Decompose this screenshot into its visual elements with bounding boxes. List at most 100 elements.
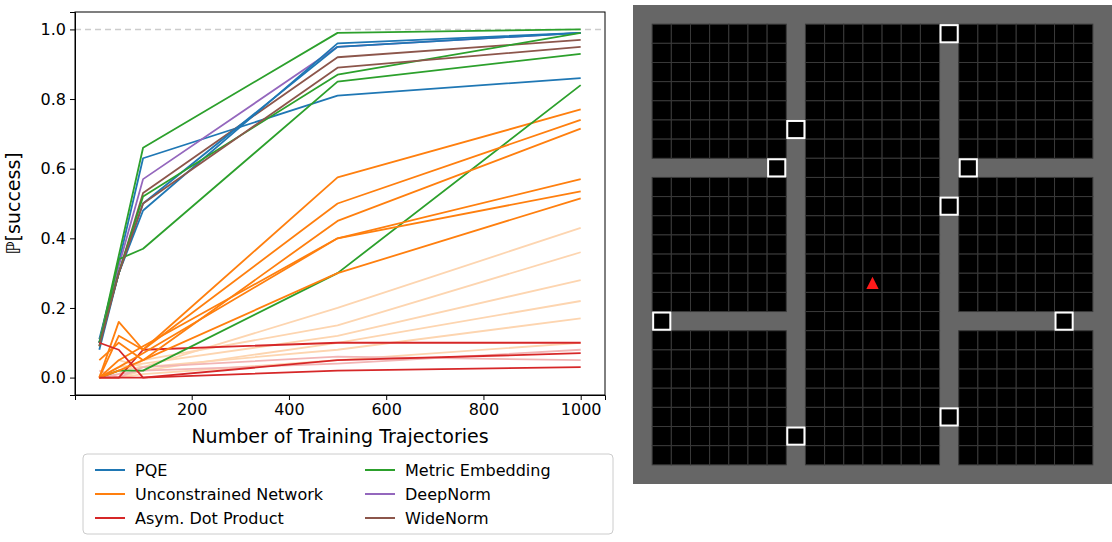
cell xyxy=(825,254,844,273)
cell xyxy=(997,254,1016,273)
cell xyxy=(805,139,824,158)
cell xyxy=(882,292,901,311)
x-tick: 800 xyxy=(469,395,500,419)
cell xyxy=(652,369,671,388)
cell xyxy=(1016,407,1035,426)
x-tick-label: 600 xyxy=(371,400,402,419)
y-tick: 0.8 xyxy=(41,90,75,109)
cell xyxy=(825,139,844,158)
series-line xyxy=(99,367,580,377)
cell xyxy=(920,101,939,120)
room xyxy=(805,24,939,465)
cell xyxy=(805,197,824,216)
cell xyxy=(1055,235,1074,254)
cell xyxy=(652,427,671,446)
cell xyxy=(882,331,901,350)
cell xyxy=(997,177,1016,196)
cell xyxy=(805,120,824,139)
cell xyxy=(729,216,748,235)
cell xyxy=(825,407,844,426)
x-tick-label: 400 xyxy=(274,400,305,419)
cell xyxy=(1055,43,1074,62)
cell xyxy=(671,43,690,62)
cell xyxy=(1016,292,1035,311)
cell xyxy=(978,292,997,311)
cell xyxy=(767,82,786,101)
cell xyxy=(767,120,786,139)
cell xyxy=(920,158,939,177)
cell xyxy=(882,427,901,446)
cell xyxy=(901,350,920,369)
cell xyxy=(1016,446,1035,465)
cell xyxy=(920,407,939,426)
x-tick-label: 200 xyxy=(177,400,208,419)
cell xyxy=(920,120,939,139)
y-tick-label: 1.0 xyxy=(41,20,66,39)
cell xyxy=(1074,197,1093,216)
cell xyxy=(690,292,709,311)
cell xyxy=(844,312,863,331)
legend-swatch xyxy=(365,493,395,495)
cell xyxy=(920,235,939,254)
cell xyxy=(1035,139,1054,158)
cell xyxy=(767,62,786,81)
cell xyxy=(1035,235,1054,254)
cell xyxy=(1016,388,1035,407)
cell xyxy=(652,292,671,311)
cell xyxy=(1074,24,1093,43)
y-tick-mark xyxy=(70,169,75,170)
cell xyxy=(863,292,882,311)
cell xyxy=(978,62,997,81)
cell xyxy=(652,446,671,465)
cell xyxy=(652,407,671,426)
cell xyxy=(710,197,729,216)
cell xyxy=(690,369,709,388)
legend-label: Asym. Dot Product xyxy=(135,509,284,528)
cell xyxy=(652,197,671,216)
cell xyxy=(997,350,1016,369)
cell xyxy=(652,331,671,350)
cell xyxy=(901,43,920,62)
cell xyxy=(748,120,767,139)
cell xyxy=(863,43,882,62)
cell xyxy=(997,24,1016,43)
cell xyxy=(882,177,901,196)
cell xyxy=(748,101,767,120)
cell xyxy=(959,273,978,292)
cell xyxy=(729,350,748,369)
cell xyxy=(882,254,901,273)
cell xyxy=(825,273,844,292)
cell xyxy=(1074,216,1093,235)
cell xyxy=(729,177,748,196)
cell xyxy=(1055,331,1074,350)
cell xyxy=(959,197,978,216)
cell xyxy=(1016,235,1035,254)
cell xyxy=(1055,82,1074,101)
cell xyxy=(1035,216,1054,235)
cell xyxy=(959,350,978,369)
cell xyxy=(1055,407,1074,426)
cell xyxy=(997,427,1016,446)
gridworld xyxy=(633,5,1112,484)
cell xyxy=(1035,292,1054,311)
cell xyxy=(882,312,901,331)
y-tick-label: 0.8 xyxy=(41,90,66,109)
cell xyxy=(920,312,939,331)
cell xyxy=(690,120,709,139)
cell xyxy=(1016,139,1035,158)
cell xyxy=(997,43,1016,62)
cell xyxy=(1074,139,1093,158)
cell xyxy=(748,292,767,311)
cell xyxy=(825,427,844,446)
cell xyxy=(1074,82,1093,101)
cell xyxy=(959,331,978,350)
cell xyxy=(690,446,709,465)
cell xyxy=(652,139,671,158)
legend-label: PQE xyxy=(135,461,167,480)
cell xyxy=(652,43,671,62)
cell xyxy=(978,197,997,216)
series-line xyxy=(99,85,580,377)
cell xyxy=(920,446,939,465)
cell xyxy=(1016,101,1035,120)
room xyxy=(959,331,1093,465)
